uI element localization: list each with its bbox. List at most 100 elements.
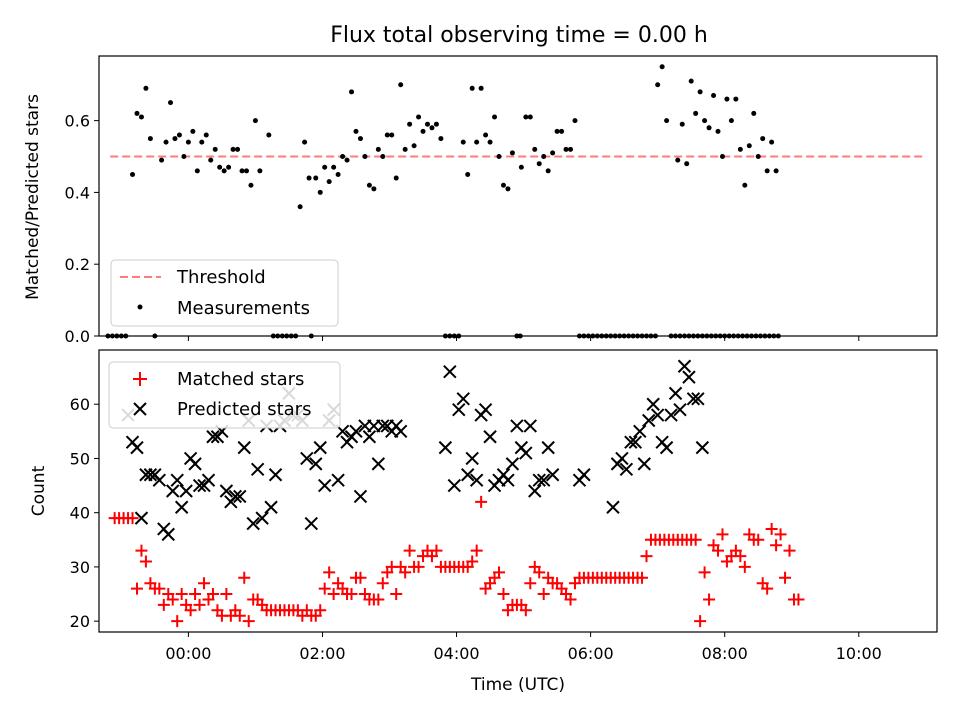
measurement-point: [429, 125, 435, 131]
measurement-point: [243, 168, 249, 174]
matched-star-point: [399, 566, 412, 579]
matched-star-point: [694, 615, 707, 628]
measurement-point: [331, 164, 337, 170]
predicted-star-point: [510, 419, 524, 433]
top-ylabel: Matched/Predicted stars: [23, 94, 43, 300]
measurement-point: [389, 132, 395, 138]
top-axes-frame: [98, 55, 938, 337]
predicted-star-point: [188, 457, 202, 471]
measurement-point: [742, 182, 748, 188]
predicted-star-point: [233, 489, 247, 504]
measurement-point: [344, 157, 350, 163]
matched-star-point: [770, 539, 783, 552]
measurement-point: [266, 132, 272, 138]
bottom-ytick-label: 20: [70, 612, 90, 631]
matched-star-point: [139, 555, 152, 568]
matched-star-point: [126, 512, 139, 525]
matched-star-point: [636, 571, 649, 584]
measurement-point: [357, 136, 363, 142]
predicted-star-point: [219, 484, 234, 498]
measurement-point: [469, 85, 475, 91]
predicted-star-point: [201, 473, 216, 487]
predicted-star-point: [371, 457, 386, 471]
measurement-point: [523, 114, 529, 120]
predicted-star-point: [628, 435, 643, 449]
matched-star-point: [323, 566, 336, 579]
bottom-legend-box: [108, 361, 341, 429]
matched-star-point: [189, 588, 202, 601]
predicted-star-point: [268, 468, 283, 482]
measurement-point: [496, 154, 502, 160]
measurement-point: [380, 154, 386, 160]
predicted-star-point: [264, 500, 278, 514]
predicted-star-point: [528, 484, 542, 498]
bottom-xtick-label: 08:00: [702, 644, 748, 663]
predicted-star-point: [179, 484, 193, 498]
measurement-point: [505, 186, 511, 192]
measurement-point: [248, 182, 254, 188]
measurement-point: [509, 150, 515, 156]
predicted-star-point: [606, 500, 620, 514]
measurement-point: [407, 121, 413, 127]
measurement-point: [176, 132, 182, 138]
matched-star-point: [466, 555, 479, 568]
predicted-star-point: [637, 457, 651, 471]
measurements-legend-label: Measurements: [177, 298, 310, 319]
predicted-star-point: [143, 468, 158, 482]
predicted-star-point: [659, 440, 674, 455]
measurement-point: [230, 146, 236, 152]
matched-star-point: [475, 495, 488, 508]
measurement-point: [760, 136, 766, 142]
matched-star-point: [345, 588, 358, 601]
predicted-star-point: [393, 424, 408, 439]
matched-star-point: [497, 588, 510, 601]
measurement-point: [563, 146, 569, 152]
measurement-point: [134, 110, 140, 116]
measurement-point: [194, 168, 200, 174]
measurement-point: [302, 139, 308, 145]
measurement-point: [675, 157, 681, 163]
measurement-point: [655, 82, 661, 88]
matched-star-point: [390, 588, 403, 601]
measurement-point: [541, 154, 547, 160]
matched-star-point: [783, 544, 796, 557]
matched-star-point: [130, 582, 143, 595]
measurement-point: [212, 146, 218, 152]
matched-star-point: [153, 582, 166, 595]
matched-star-point: [184, 604, 197, 617]
measurement-point: [773, 168, 779, 174]
matched-star-point: [403, 544, 416, 557]
measurements-legend-swatch: [137, 304, 143, 310]
measurement-point: [130, 171, 136, 177]
matched-star-point: [376, 577, 389, 590]
matched-star-point: [354, 571, 367, 584]
matched-star-point: [220, 588, 233, 601]
measurement-point: [221, 168, 227, 174]
predicted-star-point: [461, 468, 475, 482]
matched-star-point: [206, 588, 219, 601]
measurement-point: [208, 157, 214, 163]
measurement-point: [424, 121, 430, 127]
matched-legend-label: Matched stars: [177, 369, 304, 390]
measurement-point: [711, 92, 717, 98]
predicted-star-point: [206, 430, 220, 444]
predicted-legend-swatch: [133, 402, 147, 416]
measurement-point: [340, 154, 346, 160]
measurement-point: [733, 96, 739, 102]
measurement-point: [693, 110, 699, 116]
measurement-point: [185, 139, 191, 145]
measurement-point: [518, 164, 524, 170]
measurement-point: [326, 179, 332, 185]
predicted-star-point: [192, 478, 207, 493]
measurement-point: [719, 154, 725, 160]
measurement-point: [199, 139, 205, 145]
measurement-point: [416, 114, 422, 120]
bottom-ytick-label: 30: [70, 558, 90, 577]
top-ytick-label: 0.0: [65, 327, 90, 346]
measurement-point: [257, 168, 263, 174]
measurement-point: [728, 118, 734, 124]
predicted-star-point: [686, 392, 701, 406]
predicted-star-point: [362, 430, 377, 444]
bottom-ytick-label: 60: [70, 395, 90, 414]
